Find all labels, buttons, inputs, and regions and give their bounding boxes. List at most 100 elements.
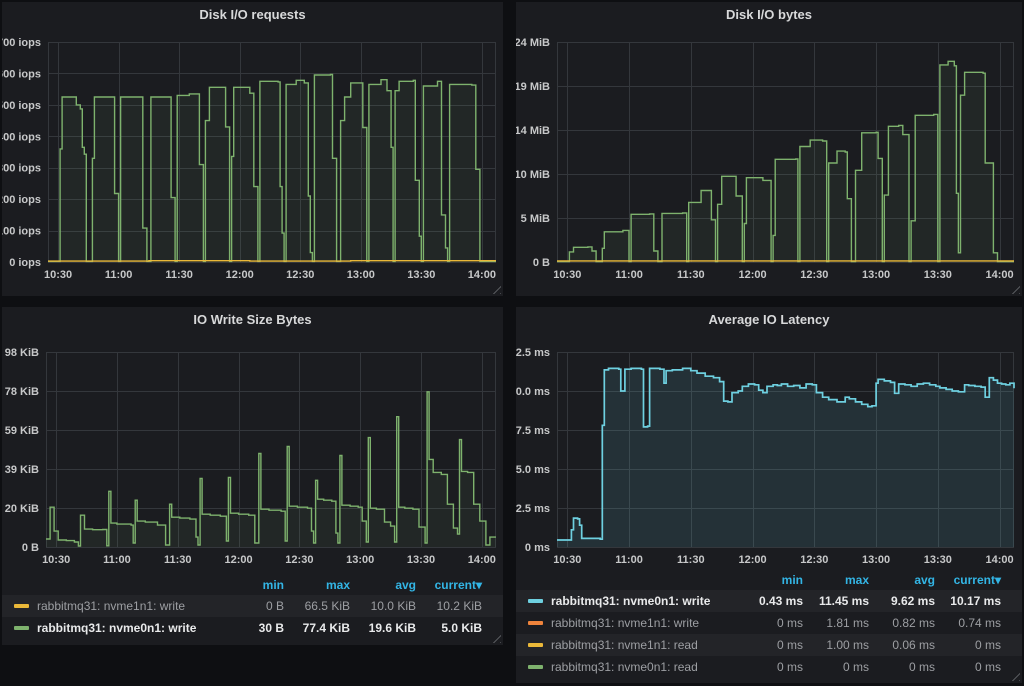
y-axis-tick-label: 20 KiB: [5, 503, 39, 515]
series-color-swatch-icon[interactable]: [528, 621, 543, 625]
legend-value-min: 0 B: [265, 599, 284, 613]
legend-series-label[interactable]: rabbitmq31: nvme1n1: write: [551, 616, 700, 630]
panel-resize-handle-icon[interactable]: [1011, 672, 1020, 681]
x-axis-tick-label: 12:00: [226, 269, 254, 281]
y-axis-tick-label: 19 MiB: [516, 81, 550, 93]
plot-border: [48, 42, 496, 263]
series-fill: [48, 74, 496, 263]
x-axis-tick-label: 12:00: [738, 554, 766, 566]
x-axis-tick-label: 11:00: [615, 554, 643, 566]
y-axis-tick-label: 5.0 ms: [516, 464, 550, 476]
chart-area: 0 B 5 MiB 10 MiB 14 MiB 19 MiB 24 MiB 10:30 11:…: [516, 28, 1022, 296]
legend-column-current[interactable]: current▾: [434, 578, 482, 592]
x-axis-tick-label: 12:30: [800, 554, 828, 566]
legend-value-avg: 19.6 KiB: [368, 621, 416, 635]
x-axis-tick-label: 14:00: [468, 269, 496, 281]
x-axis-tick-label: 11:30: [677, 269, 705, 281]
panel-resize-handle-icon[interactable]: [1011, 285, 1020, 294]
legend-column-current[interactable]: current▾: [953, 573, 1001, 587]
x-axis-tick-label: 10:30: [553, 269, 581, 281]
legend-value-current: 10.17 ms: [950, 594, 1001, 608]
chart-plot[interactable]: 0 B 20 KiB 39 KiB 59 KiB 78 KiB 98 KiB 10:30 11…: [2, 333, 503, 575]
panel-title[interactable]: Average IO Latency: [708, 312, 830, 327]
x-axis-tick-label: 11:00: [615, 269, 643, 281]
series-color-swatch-icon[interactable]: [528, 599, 543, 603]
series-color-swatch-icon[interactable]: [14, 626, 29, 630]
x-axis-tick-label: 11:30: [677, 554, 705, 566]
legend-series-label[interactable]: rabbitmq31: nvme1n1: write: [37, 599, 186, 613]
chart-plot[interactable]: 0 iops 100 iops 200 iops 300 iops 400 iops 50…: [2, 28, 503, 296]
legend-value-max: 11.45 ms: [818, 594, 869, 608]
x-axis-tick-label: 13:00: [862, 554, 890, 566]
legend-header: min max avg current▾: [516, 570, 1022, 590]
plot-border: [557, 352, 1014, 548]
series-line: [46, 391, 496, 547]
panel-title[interactable]: Disk I/O bytes: [726, 7, 812, 22]
series-color-swatch-icon[interactable]: [528, 665, 543, 669]
x-axis-tick-label: 13:00: [347, 269, 375, 281]
panel-io-write-size-bytes: IO Write Size Bytes 0 B 20 KiB 39 KiB 59 Ki…: [2, 307, 503, 645]
y-axis-tick-label: 24 MiB: [516, 37, 550, 49]
legend-value-current: 0.74 ms: [958, 616, 1001, 630]
y-axis-tick-label: 12.5 ms: [516, 347, 550, 359]
panel-title[interactable]: Disk I/O requests: [199, 7, 306, 22]
legend-value-max: 66.5 KiB: [304, 599, 350, 613]
x-axis-tick-label: 13:30: [924, 554, 952, 566]
x-axis-tick-label: 13:30: [407, 269, 435, 281]
panel-resize-handle-icon[interactable]: [492, 285, 501, 294]
legend-series-label[interactable]: rabbitmq31: nvme1n1: read: [551, 638, 698, 652]
x-axis-tick-label: 10:30: [42, 554, 70, 566]
legend-value-min: 0 ms: [776, 660, 803, 674]
series-line: [557, 367, 1015, 541]
legend-series-label[interactable]: rabbitmq31: nvme0n1: read: [551, 660, 698, 674]
legend-column-avg[interactable]: avg: [914, 573, 935, 587]
x-axis-tick-label: 12:30: [286, 269, 314, 281]
legend-series-label[interactable]: rabbitmq31: nvme0n1: write: [551, 594, 711, 608]
legend-table: min max avg current▾ rabbitmq31: nvme1n1: wr…: [2, 575, 503, 645]
legend-series-label[interactable]: rabbitmq31: nvme0n1: write: [37, 621, 197, 635]
y-axis-tick-label: 14 MiB: [516, 125, 550, 137]
legend-column-max[interactable]: max: [325, 578, 350, 592]
x-axis-tick-label: 12:30: [285, 554, 313, 566]
legend-column-avg[interactable]: avg: [395, 578, 416, 592]
legend-column-min[interactable]: min: [262, 578, 284, 592]
legend-value-min: 0.43 ms: [758, 594, 803, 608]
plot-border: [557, 42, 1014, 263]
series-fill: [46, 391, 496, 547]
y-axis-tick-label: 400 iops: [2, 131, 41, 143]
y-axis-tick-label: 5 MiB: [521, 213, 550, 225]
panel-title[interactable]: IO Write Size Bytes: [193, 312, 312, 327]
legend-value-avg: 10.0 KiB: [370, 599, 416, 613]
x-axis-tick-label: 10:30: [553, 554, 581, 566]
legend-value-max: 1.00 ms: [826, 638, 869, 652]
y-axis-tick-label: 2.5 ms: [516, 503, 550, 515]
x-axis-tick-label: 12:00: [738, 269, 766, 281]
legend-value-current: 0 ms: [974, 638, 1001, 652]
legend-value-min: 30 B: [258, 621, 284, 635]
y-axis-tick-label: 100 iops: [2, 226, 41, 238]
panel-average-io-latency: Average IO Latency 0 ms 2.5 ms 5.0 ms 7.5 m…: [516, 307, 1022, 683]
y-axis-tick-label: 0 B: [533, 257, 550, 269]
legend-column-min[interactable]: min: [781, 573, 803, 587]
legend-column-max[interactable]: max: [844, 573, 869, 587]
series-color-swatch-icon[interactable]: [14, 604, 29, 608]
chart-plot[interactable]: 0 ms 2.5 ms 5.0 ms 7.5 ms 10.0 ms 12.5 ms 10:3…: [516, 333, 1022, 570]
y-axis-tick-label: 700 iops: [2, 37, 41, 49]
panel-resize-handle-icon[interactable]: [492, 634, 501, 643]
y-axis-tick-label: 0 ms: [525, 542, 550, 554]
panel-disk-io-requests: Disk I/O requests 0 iops 100 iops 200 iops…: [2, 2, 503, 296]
y-axis-tick-label: 200 iops: [2, 194, 41, 206]
y-axis-tick-label: 600 iops: [2, 68, 41, 80]
legend-row: rabbitmq31: nvme0n1: write 30 B 77.4 KiB 19…: [2, 617, 503, 639]
legend-table: min max avg current▾ rabbitmq31: nvme0n1: wr…: [516, 570, 1022, 683]
x-axis-tick-label: 14:00: [986, 554, 1014, 566]
plot-border: [46, 352, 496, 548]
x-axis-tick-label: 14:00: [468, 554, 496, 566]
y-axis-tick-label: 300 iops: [2, 163, 41, 175]
chart-plot[interactable]: 0 B 5 MiB 10 MiB 14 MiB 19 MiB 24 MiB 10:30 11:…: [516, 28, 1022, 296]
series-color-swatch-icon[interactable]: [528, 643, 543, 647]
legend-header: min max avg current▾: [2, 575, 503, 595]
y-axis-tick-label: 10 MiB: [516, 169, 550, 181]
legend-value-min: 0 ms: [776, 638, 803, 652]
